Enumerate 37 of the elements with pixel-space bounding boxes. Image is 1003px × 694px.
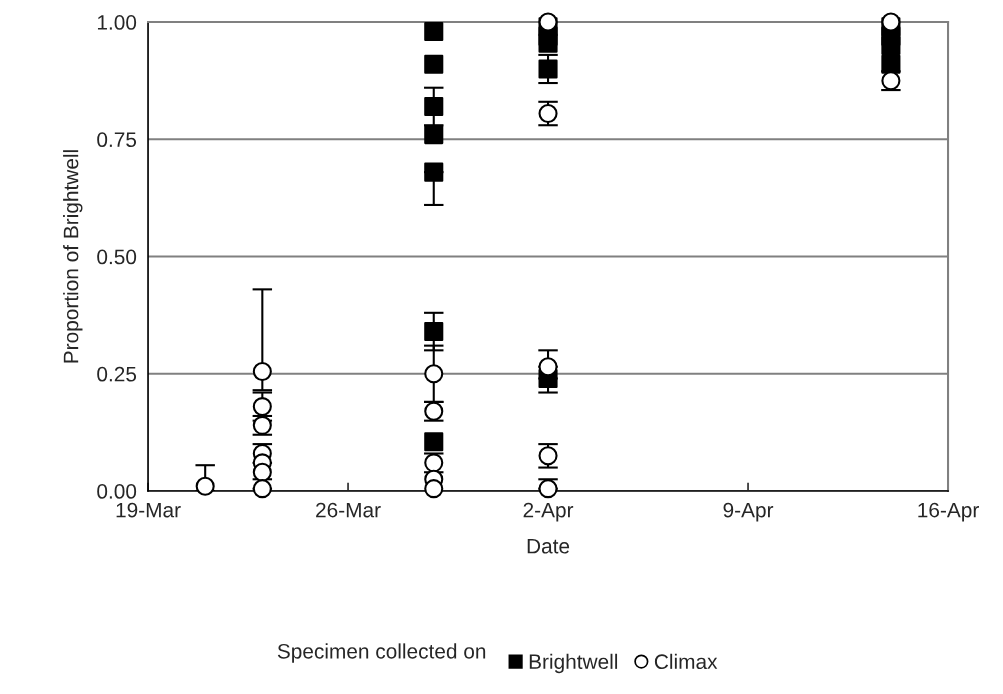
x-tick-label: 26-Mar	[316, 502, 381, 518]
point	[252, 462, 272, 482]
legend-label: Brightwell	[529, 653, 618, 674]
x-tick-label: 19-Mar	[116, 502, 181, 518]
point	[424, 54, 444, 74]
point	[424, 21, 444, 41]
point	[538, 59, 558, 79]
point	[424, 96, 444, 117]
point	[252, 397, 272, 417]
point	[424, 125, 444, 145]
x-tick-label: 9-Apr	[723, 502, 774, 522]
legend-title: Specimen collected on	[277, 643, 486, 663]
point	[252, 479, 272, 499]
point	[538, 12, 558, 32]
point	[252, 361, 272, 381]
x-tick-label: 2-Apr	[523, 502, 574, 522]
point	[881, 54, 901, 74]
x-axis-title: Date	[527, 538, 570, 554]
y-tick-label: 0.25	[97, 366, 137, 382]
point	[538, 479, 558, 499]
point	[424, 322, 444, 342]
y-tick-label: 0.00	[97, 484, 137, 499]
point	[424, 432, 444, 452]
point	[424, 364, 444, 384]
point	[881, 35, 901, 56]
y-tick-label: 1.00	[97, 15, 137, 30]
y-tick-label: 0.75	[97, 132, 137, 148]
point	[538, 357, 558, 377]
y-tick-label: 0.50	[97, 249, 137, 265]
legend-label: Climax	[654, 653, 718, 670]
y-axis-title: Proportion of Brightwell	[63, 150, 83, 363]
point	[538, 33, 558, 53]
x-tick-label: 16-Apr	[918, 502, 979, 522]
point	[881, 12, 901, 32]
point	[424, 479, 444, 499]
point	[424, 162, 444, 182]
point	[195, 476, 215, 496]
